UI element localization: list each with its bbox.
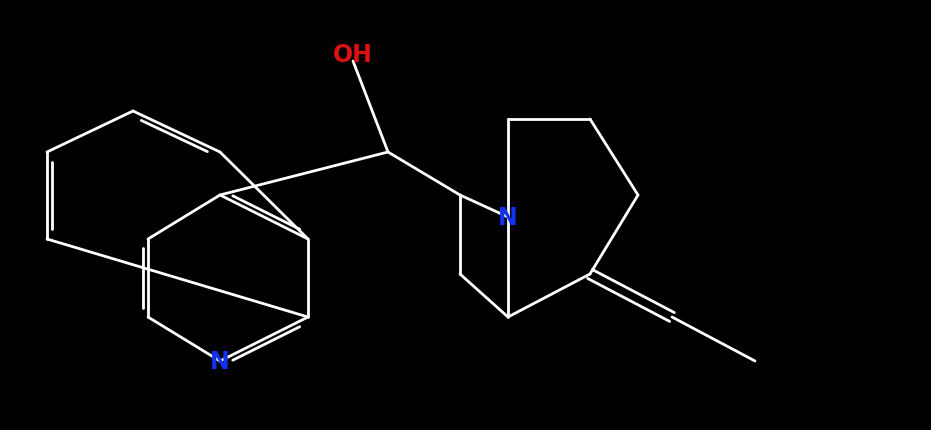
Text: N: N: [210, 349, 230, 373]
Text: N: N: [498, 206, 518, 230]
Text: OH: OH: [333, 43, 373, 67]
